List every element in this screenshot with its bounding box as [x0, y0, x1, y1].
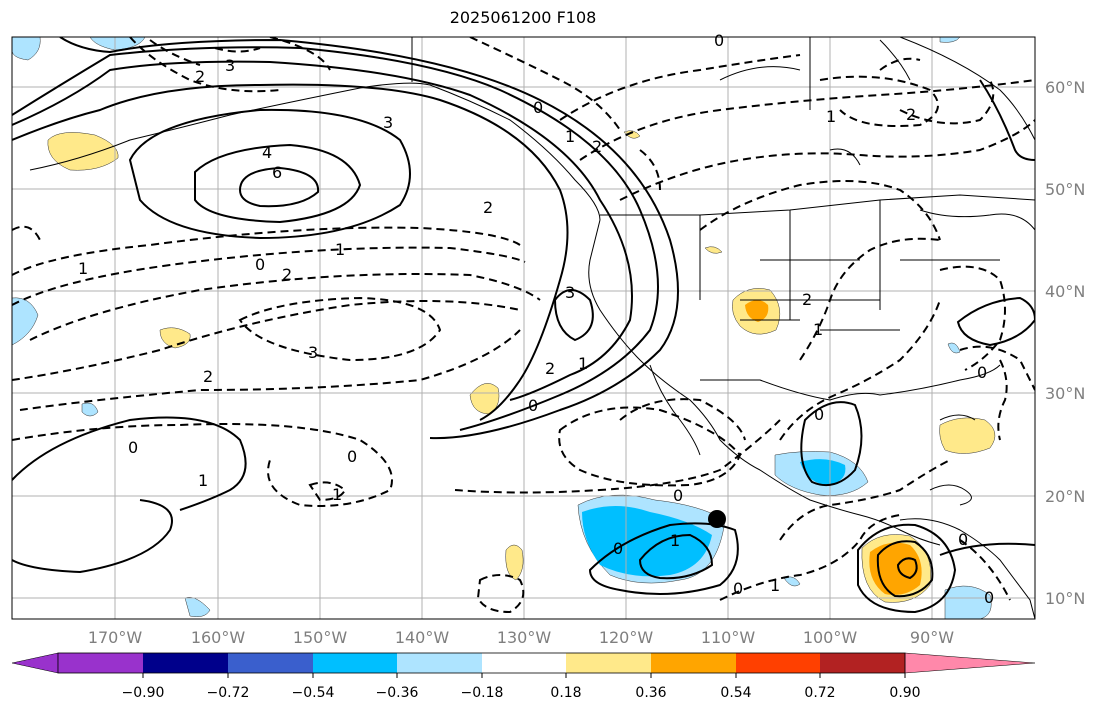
solid-contours: [12, 37, 1035, 614]
coastlines: [29, 37, 1035, 619]
contour-label: 0: [733, 579, 743, 598]
colorbar-swatch: [482, 653, 566, 673]
positive-anomaly: [939, 417, 996, 454]
contour-label: 2: [282, 265, 292, 284]
contour-label: 1: [78, 259, 88, 278]
lat-label: 30°N: [1045, 384, 1085, 403]
contour-label: 6: [272, 163, 282, 182]
contour-label: 2: [195, 67, 205, 86]
colorbar-swatch: [143, 653, 228, 673]
negative-anomaly: [12, 297, 39, 346]
lon-label: 130°W: [497, 628, 552, 647]
negative-anomaly: [800, 459, 846, 485]
contour-label: 0: [814, 405, 824, 424]
contour-label: 0: [533, 98, 543, 117]
longitude-labels: 170°W 160°W 150°W 140°W 130°W 120°W 110°…: [88, 628, 954, 647]
colorbar-swatch: [566, 653, 651, 673]
contour-label: 0: [128, 438, 138, 457]
colorbar-tick-label: −0.54: [292, 685, 335, 701]
lon-label: 90°W: [910, 628, 954, 647]
contour-label: 2: [203, 367, 213, 386]
positive-anomaly: [469, 383, 500, 415]
positive-anomaly: [704, 246, 723, 254]
colorbar-tick-label: 0.90: [889, 685, 920, 701]
colorbar-extension-min: [11, 652, 59, 674]
negative-anomaly: [783, 576, 801, 587]
gridlines: [12, 37, 1035, 619]
contour-label: 3: [225, 56, 235, 75]
contour-label: 0: [255, 255, 265, 274]
contour-label: 3: [565, 283, 575, 302]
lon-label: 150°W: [293, 628, 348, 647]
colorbar-tick-label: −0.90: [122, 685, 165, 701]
contour-label: 1: [670, 531, 680, 550]
colorbar-tick-label: 0.36: [635, 685, 666, 701]
map-frame: [11, 36, 1036, 620]
negative-anomaly: [12, 37, 41, 61]
colorbar-swatch: [313, 653, 397, 673]
negative-anomaly: [944, 585, 992, 619]
lat-label: 20°N: [1045, 487, 1085, 506]
contour-label: 0: [613, 539, 623, 558]
colorbar-tick-label: 0.72: [804, 685, 835, 701]
lat-label: 50°N: [1045, 180, 1085, 199]
latitude-labels: 60°N 50°N 40°N 30°N 20°N 10°N: [1045, 78, 1085, 608]
colorbar-tick-label: −0.72: [207, 685, 250, 701]
contour-labels: 3 2 4 6 3 2 0 1 2 1 3 3 2 2 1 0 0 1 0 1 …: [78, 31, 994, 607]
lon-label: 120°W: [599, 628, 654, 647]
contour-label: 1: [332, 485, 342, 504]
lat-label: 10°N: [1045, 589, 1085, 608]
contour-label: 0: [673, 486, 683, 505]
colorbar-swatch: [397, 653, 482, 673]
colorbar-tick-label: −0.36: [376, 685, 419, 701]
negative-anomaly: [81, 402, 99, 417]
contour-label: 4: [262, 143, 272, 162]
contour-label: 2: [483, 198, 493, 217]
colorbar-tick-label: 0.18: [550, 685, 581, 701]
colorbar-swatch: [736, 653, 820, 673]
contour-label: 1: [770, 576, 780, 595]
positive-anomaly: [505, 544, 524, 581]
contour-label: 2: [802, 290, 812, 309]
contour-label: 0: [977, 363, 987, 382]
contour-label: 0: [714, 31, 724, 50]
contour-label: 2: [545, 359, 555, 378]
contour-label: 0: [984, 588, 994, 607]
contour-label: 0: [958, 530, 968, 549]
lon-label: 140°W: [395, 628, 450, 647]
contour-label: 2: [906, 105, 916, 124]
colorbar-swatch: [228, 653, 313, 673]
negative-anomaly: [947, 342, 961, 354]
colorbar-swatch: [58, 653, 143, 673]
contour-label: 3: [308, 343, 318, 362]
lon-label: 110°W: [701, 628, 756, 647]
lon-label: 160°W: [191, 628, 246, 647]
positive-anomaly: [745, 300, 769, 322]
colorbar-swatch: [651, 653, 736, 673]
storm-marker-dot: [708, 510, 726, 528]
contour-label: 1: [826, 107, 836, 126]
contour-label: 1: [578, 354, 588, 373]
colorbar-tick-label: −0.18: [461, 685, 504, 701]
lat-label: 40°N: [1045, 282, 1085, 301]
contour-label: 1: [198, 471, 208, 490]
colorbar-extension-max: [904, 652, 1036, 674]
colorbar: −0.90 −0.72 −0.54 −0.36 −0.18 0.18 0.36 …: [11, 652, 1036, 701]
contour-label: 3: [383, 113, 393, 132]
lat-label: 60°N: [1045, 78, 1085, 97]
lon-label: 100°W: [803, 628, 858, 647]
colorbar-tick-label: 0.54: [720, 685, 751, 701]
dashed-contours: [12, 37, 1035, 614]
contour-label: 2: [592, 137, 602, 156]
contour-label: 1: [813, 320, 823, 339]
colorbar-swatch: [820, 653, 905, 673]
contour-label: 1: [565, 127, 575, 146]
map-title: 2025061200 F108: [449, 8, 597, 27]
contour-label: 0: [528, 396, 538, 415]
lon-label: 170°W: [88, 628, 143, 647]
contour-label: 0: [347, 447, 357, 466]
positive-anomaly: [623, 130, 641, 139]
contour-label: 1: [335, 240, 345, 259]
